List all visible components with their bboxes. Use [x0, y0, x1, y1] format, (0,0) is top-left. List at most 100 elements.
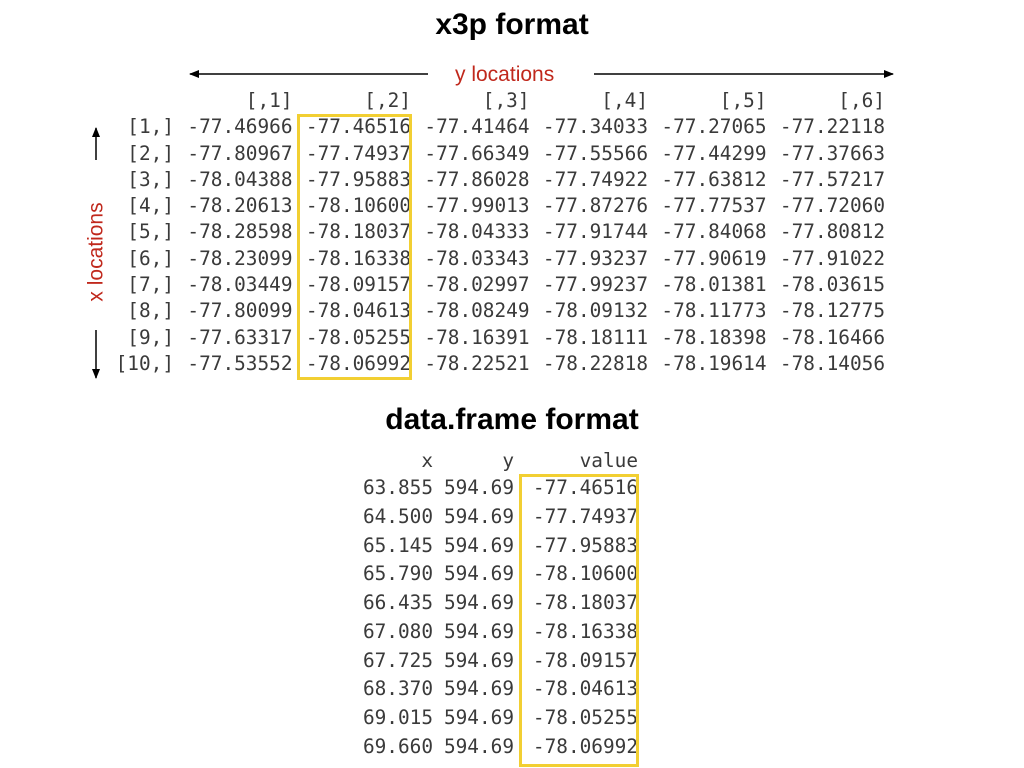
x3p-cell: -78.23099: [187, 246, 293, 270]
dataframe-row: 65.790 594.69 -78.10600: [355, 560, 638, 589]
dataframe-cell: -77.46516: [532, 476, 638, 500]
x3p-cell: -77.99237: [542, 273, 648, 297]
x3p-cell: -77.66349: [424, 141, 530, 165]
x3p-cell: -77.44299: [661, 141, 767, 165]
x3p-cell: -78.04333: [424, 220, 530, 244]
x3p-row: [8,] -77.80099 -78.04613 -78.08249 -78.09132…: [106, 298, 885, 324]
x3p-cell: -78.12775: [779, 299, 885, 323]
x3p-cell: -77.27065: [661, 115, 767, 139]
x3p-row-label: [1,]: [127, 115, 174, 139]
x3p-cell: -78.18398: [661, 325, 767, 349]
dataframe-col-header: x: [421, 449, 433, 472]
x3p-cell: -78.19614: [661, 351, 767, 375]
x3p-cell: -78.09157: [305, 273, 411, 297]
dataframe-cell: -78.04613: [532, 677, 638, 701]
x3p-cell: -77.55566: [542, 141, 648, 165]
dataframe-cell: 594.69: [443, 648, 514, 672]
x3p-cell: -78.06992: [305, 351, 411, 375]
x3p-cell: -78.04613: [305, 299, 411, 323]
dataframe-cell: 66.435: [362, 591, 433, 615]
dataframe-cell: 65.790: [362, 562, 433, 586]
dataframe-cell: 594.69: [443, 562, 514, 586]
x3p-cell: -77.74922: [542, 167, 648, 191]
x3p-cell: -77.72060: [779, 194, 885, 218]
x3p-col-header: [,1]: [245, 89, 293, 112]
x3p-cell: -78.22521: [424, 351, 530, 375]
x3p-cell: -77.34033: [542, 115, 648, 139]
x3p-row-label: [6,]: [127, 246, 174, 270]
x3p-cell: -78.18111: [542, 325, 648, 349]
dataframe-row: 65.145 594.69 -77.95883: [355, 532, 638, 561]
x3p-cell: -78.08249: [424, 299, 530, 323]
x3p-row-label: [2,]: [127, 141, 174, 165]
dataframe-row: 67.080 594.69 -78.16338: [355, 618, 638, 647]
x3p-cell: -77.63812: [661, 167, 767, 191]
x3p-cell: -77.53552: [187, 351, 293, 375]
dataframe-row: 69.660 594.69 -78.06992: [355, 733, 638, 762]
x3p-cell: -77.80099: [187, 299, 293, 323]
dataframe-cell: -78.05255: [532, 705, 638, 729]
x3p-cell: -77.90619: [661, 246, 767, 270]
x3p-row-label: [3,]: [127, 167, 174, 191]
x3p-cell: -78.28598: [187, 220, 293, 244]
x3p-cell: -77.22118: [779, 115, 885, 139]
x3p-cell: -77.91744: [542, 220, 648, 244]
dataframe-cell: 594.69: [443, 533, 514, 557]
x3p-row-label: [5,]: [127, 220, 174, 244]
x3p-cell: -78.11773: [661, 299, 767, 323]
x3p-cell: -78.03449: [187, 273, 293, 297]
x3p-row: [10,] -77.53552 -78.06992 -78.22521 -78.2281…: [106, 351, 885, 377]
x3p-cell: -78.03615: [779, 273, 885, 297]
x3p-cell: -77.74937: [305, 141, 411, 165]
dataframe-row: 63.855 594.69 -77.46516: [355, 474, 638, 503]
x3p-col-header: [,6]: [838, 89, 885, 112]
x3p-row: [6,] -78.23099 -78.16338 -78.03343 -77.93237…: [106, 246, 885, 272]
dataframe-cell: 63.855: [362, 476, 433, 500]
dataframe-col-header: value: [579, 449, 638, 472]
dataframe-table: x y value 63.855 594.69 -77.46516 64.500 594.6…: [355, 448, 638, 761]
x3p-title: x3p format: [435, 8, 589, 41]
x3p-cell: -77.91022: [779, 246, 885, 270]
x3p-column-2-highlight: [297, 114, 412, 380]
x3p-row-label: [8,]: [127, 299, 174, 323]
x3p-col-header: [,4]: [601, 89, 648, 112]
dataframe-cell: -78.06992: [532, 734, 638, 758]
x3p-cell: -77.84068: [661, 220, 767, 244]
x3p-cell: -77.87276: [542, 194, 648, 218]
x3p-row-label: [7,]: [127, 273, 174, 297]
x3p-row: [4,] -78.20613 -78.10600 -77.99013 -77.87276…: [106, 193, 885, 219]
x3p-cell: -77.93237: [542, 246, 648, 270]
x3p-cell: -77.37663: [779, 141, 885, 165]
x3p-cell: -77.46516: [305, 115, 411, 139]
x3p-cell: -78.16466: [779, 325, 885, 349]
dataframe-cell: 69.015: [362, 705, 433, 729]
x3p-cell: -77.63317: [187, 325, 293, 349]
x3p-cell: -78.14056: [779, 351, 885, 375]
x3p-row: [5,] -78.28598 -78.18037 -78.04333 -77.91744…: [106, 219, 885, 245]
x3p-cell: -78.05255: [305, 325, 411, 349]
x3p-cell: -78.04388: [187, 167, 293, 191]
dataframe-cell: 69.660: [362, 734, 433, 758]
dataframe-cell: -78.16338: [532, 619, 638, 643]
x3p-row-label: [10,]: [115, 351, 174, 375]
dataframe-title: data.frame format: [385, 403, 639, 436]
x3p-cell: -77.41464: [424, 115, 530, 139]
dataframe-row: 69.015 594.69 -78.05255: [355, 704, 638, 733]
y-locations-label: y locations: [455, 63, 555, 86]
dataframe-cell: 65.145: [362, 533, 433, 557]
x3p-row: [9,] -77.63317 -78.05255 -78.16391 -78.18111…: [106, 325, 885, 351]
x3p-cell: -78.02997: [424, 273, 530, 297]
dataframe-cell: 68.370: [362, 677, 433, 701]
x3p-cell: -78.09132: [542, 299, 648, 323]
x3p-col-header: [,2]: [364, 89, 411, 112]
dataframe-cell: -78.10600: [532, 562, 638, 586]
dataframe-cell: -78.18037: [532, 591, 638, 615]
x3p-row: [7,] -78.03449 -78.09157 -78.02997 -77.99237…: [106, 272, 885, 298]
dataframe-row: 68.370 594.69 -78.04613: [355, 675, 638, 704]
dataframe-cell: 594.69: [443, 619, 514, 643]
x3p-cell: -78.18037: [305, 220, 411, 244]
dataframe-value-highlight: [519, 474, 639, 767]
x3p-cell: -77.95883: [305, 167, 411, 191]
dataframe-row: 67.725 594.69 -78.09157: [355, 647, 638, 676]
